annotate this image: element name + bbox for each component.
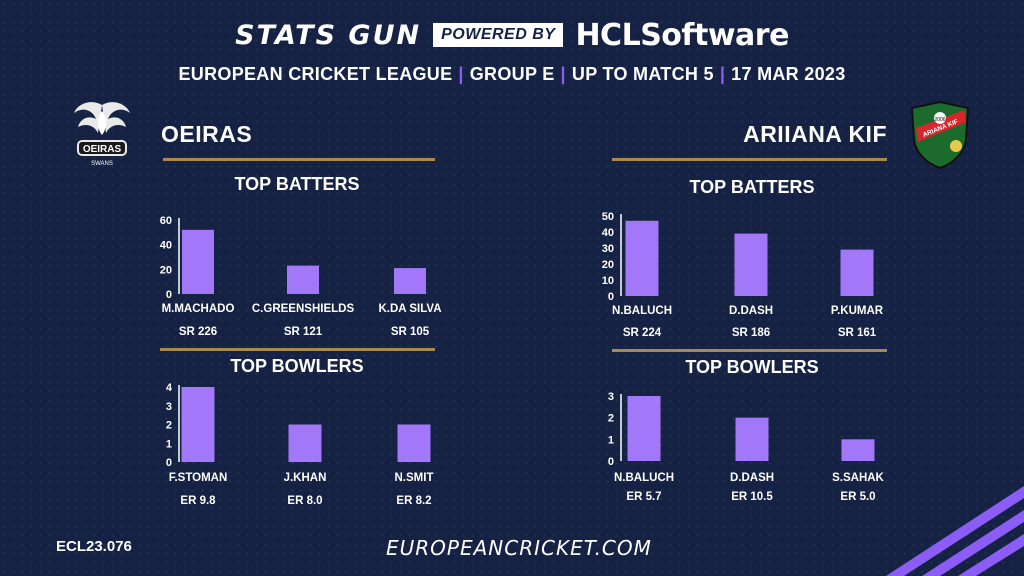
match-range: UP TO MATCH 5 bbox=[571, 64, 714, 84]
y-tick-label: 1 bbox=[166, 438, 172, 450]
divider-left-top bbox=[163, 158, 435, 161]
bar-sub-label: ER 8.0 bbox=[287, 495, 322, 507]
y-tick-label: 30 bbox=[602, 243, 614, 255]
x-category-label: D.DASH bbox=[730, 472, 774, 484]
footer-url[interactable]: EUROPEANCRICKET.COM bbox=[386, 536, 652, 560]
y-tick-label: 10 bbox=[602, 275, 614, 287]
bar-sub-label: SR 161 bbox=[838, 327, 877, 339]
powered-by-badge: POWERED BY bbox=[433, 23, 564, 47]
ariana-logo-year: 2006 bbox=[934, 117, 945, 123]
stats-gun-title: STATS GUN bbox=[235, 19, 422, 51]
section-title-right-bowlers: TOP BOWLERS bbox=[685, 357, 819, 377]
y-tick-label: 0 bbox=[166, 289, 172, 301]
date: 17 MAR 2023 bbox=[731, 64, 846, 84]
divider-right-mid bbox=[612, 349, 887, 352]
bar bbox=[627, 396, 661, 461]
y-tick-label: 0 bbox=[608, 456, 614, 468]
y-tick-label: 3 bbox=[608, 391, 614, 403]
y-tick-label: 0 bbox=[166, 457, 172, 469]
bar bbox=[394, 268, 426, 294]
x-category-label: K.DA SILVA bbox=[378, 303, 441, 315]
team-name-left: OEIRAS bbox=[161, 121, 253, 147]
bar-sub-label: ER 5.0 bbox=[840, 491, 875, 503]
bar bbox=[182, 229, 214, 294]
bar bbox=[625, 220, 659, 296]
bar-sub-label: ER 10.5 bbox=[731, 491, 773, 503]
x-category-label: J.KHAN bbox=[284, 472, 327, 484]
x-category-label: P.KUMAR bbox=[831, 305, 884, 317]
section-title-right-batters: TOP BATTERS bbox=[689, 177, 815, 197]
y-tick-label: 2 bbox=[608, 413, 614, 425]
y-tick-label: 40 bbox=[160, 240, 172, 252]
team-name-right: ARIIANA KIF bbox=[743, 121, 887, 147]
bar-sub-label: ER 9.8 bbox=[180, 495, 216, 507]
x-category-label: N.BALUCH bbox=[612, 305, 672, 317]
bar bbox=[288, 424, 322, 462]
separator: | bbox=[719, 64, 726, 84]
bar-sub-label: SR 186 bbox=[732, 327, 770, 339]
x-category-label: C.GREENSHIELDS bbox=[252, 303, 355, 315]
x-category-label: M.MACHADO bbox=[162, 303, 235, 315]
x-category-label: N.SMIT bbox=[395, 472, 434, 484]
y-tick-label: 4 bbox=[166, 382, 173, 394]
y-tick-label: 50 bbox=[602, 211, 614, 223]
section-title-left-bowlers: TOP BOWLERS bbox=[230, 356, 364, 376]
bar bbox=[397, 424, 431, 462]
y-tick-label: 0 bbox=[608, 291, 614, 303]
header: STATS GUN POWERED BY HCLSoftware EUROPEA… bbox=[0, 12, 1024, 85]
bar bbox=[840, 249, 874, 296]
separator: | bbox=[458, 64, 464, 84]
bar-sub-label: SR 121 bbox=[284, 326, 323, 338]
ariana-kif-logo: 2006 ARIANA KIF bbox=[910, 100, 970, 170]
bar bbox=[734, 233, 768, 296]
software-text: Software bbox=[640, 17, 789, 53]
subtitle: EUROPEAN CRICKET LEAGUE | GROUP E | UP TO MA… bbox=[0, 64, 1024, 85]
decorative-stripes bbox=[886, 486, 1024, 576]
brand-row: STATS GUN POWERED BY HCLSoftware bbox=[0, 12, 1024, 58]
bar bbox=[841, 439, 875, 461]
x-category-label: S.SAHAK bbox=[832, 472, 884, 484]
oeiras-logo: OEIRAS SWANS bbox=[74, 102, 130, 167]
chart-oeiras-bowlers: 0 1 2 3 4 F.STOMAN ER 9.8 J.KHAN ER 8.0 N.SMIT ER … bbox=[166, 382, 434, 507]
y-tick-label: 3 bbox=[166, 401, 172, 413]
x-category-label: F.STOMAN bbox=[169, 472, 228, 484]
divider-left-mid bbox=[160, 348, 435, 351]
bar-sub-label: SR 224 bbox=[623, 327, 662, 339]
chart-ariana-bowlers: 0 1 2 3 N.BALUCH ER 5.7 D.DASH ER 10.5 S.SAHAK ER… bbox=[608, 391, 885, 503]
footer-code: ECL23.076 bbox=[56, 538, 132, 555]
bar bbox=[735, 417, 769, 461]
bar-sub-label: ER 8.2 bbox=[396, 495, 431, 507]
x-category-label: D.DASH bbox=[729, 305, 773, 317]
oeiras-logo-text: OEIRAS bbox=[83, 144, 122, 155]
hcl-text: HCL bbox=[575, 17, 641, 53]
bar bbox=[181, 387, 215, 462]
oeiras-logo-sub: SWANS bbox=[91, 161, 113, 167]
chart-oeiras-batters: 0 20 40 60 M.MACHADO SR 226 C.GREENSHIELDS SR 1… bbox=[160, 215, 442, 338]
bar-sub-label: SR 105 bbox=[391, 326, 430, 338]
hcl-software-logo: HCLSoftware bbox=[575, 17, 789, 53]
bar-sub-label: SR 226 bbox=[179, 326, 217, 338]
chart-ariana-batters: 0 10 20 30 40 50 N.BALUCH SR 224 D.DASH SR 186 P.K… bbox=[602, 211, 884, 339]
x-category-label: N.BALUCH bbox=[614, 472, 674, 484]
y-tick-label: 40 bbox=[602, 227, 614, 239]
y-tick-label: 20 bbox=[160, 264, 172, 276]
y-tick-label: 2 bbox=[166, 420, 172, 432]
section-title-left-batters: TOP BATTERS bbox=[234, 174, 360, 194]
y-tick-label: 1 bbox=[608, 434, 614, 446]
divider-right-top bbox=[612, 158, 887, 161]
y-tick-label: 20 bbox=[602, 259, 614, 271]
separator: | bbox=[560, 64, 566, 84]
y-tick-label: 60 bbox=[160, 215, 172, 227]
league-name: EUROPEAN CRICKET LEAGUE bbox=[178, 64, 453, 84]
group-name: GROUP E bbox=[469, 64, 555, 84]
bar-sub-label: ER 5.7 bbox=[626, 491, 661, 503]
bar bbox=[287, 265, 319, 294]
